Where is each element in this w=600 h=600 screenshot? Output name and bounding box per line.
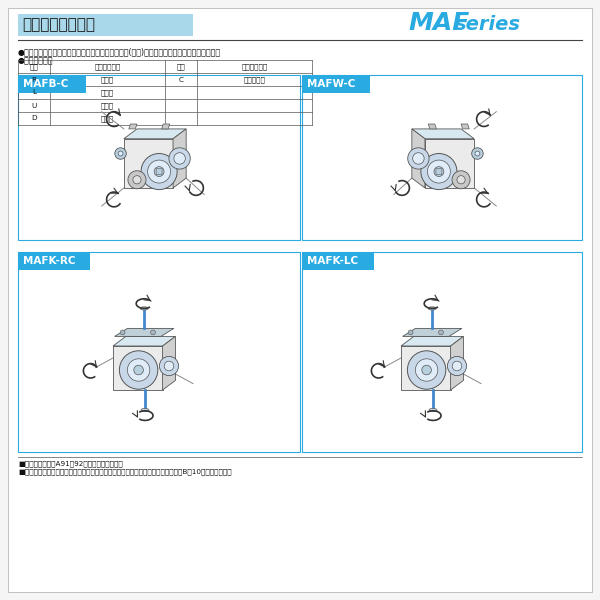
- Text: 出力軸の方向: 出力軸の方向: [241, 63, 268, 70]
- Bar: [18, 252, 90, 270]
- Bar: [302, 75, 370, 93]
- Circle shape: [169, 148, 190, 169]
- Circle shape: [115, 148, 127, 159]
- Circle shape: [408, 330, 413, 335]
- Circle shape: [413, 152, 424, 164]
- Circle shape: [141, 154, 177, 190]
- Polygon shape: [412, 129, 425, 188]
- Text: 出力軸固定: 出力軸固定: [244, 76, 265, 83]
- Polygon shape: [401, 337, 463, 346]
- Polygon shape: [451, 337, 463, 390]
- Bar: [18, 75, 86, 93]
- Circle shape: [128, 171, 146, 189]
- Text: MAFK-RC: MAFK-RC: [23, 256, 76, 266]
- Polygon shape: [161, 124, 170, 129]
- Text: 左　側: 左 側: [101, 89, 114, 96]
- Circle shape: [134, 365, 143, 375]
- Text: ●軸配置の記号: ●軸配置の記号: [18, 56, 53, 65]
- Text: 出力軸の方向: 出力軸の方向: [94, 63, 121, 70]
- Polygon shape: [163, 337, 175, 390]
- Circle shape: [427, 160, 451, 183]
- Circle shape: [448, 356, 467, 376]
- Circle shape: [174, 152, 185, 164]
- Text: 軸配置と回転方向: 軸配置と回転方向: [22, 17, 95, 32]
- Polygon shape: [124, 139, 173, 188]
- Text: MAF: MAF: [408, 11, 469, 35]
- Polygon shape: [124, 129, 186, 139]
- Text: U: U: [31, 103, 37, 109]
- Bar: [302, 252, 374, 270]
- Text: 記号: 記号: [176, 63, 185, 70]
- Circle shape: [154, 167, 164, 176]
- Polygon shape: [113, 346, 163, 390]
- Text: MAFB-C: MAFB-C: [23, 79, 68, 89]
- Circle shape: [434, 167, 444, 176]
- Text: 上　側: 上 側: [101, 102, 114, 109]
- Polygon shape: [401, 346, 451, 390]
- Text: MAFW-C: MAFW-C: [307, 79, 355, 89]
- Ellipse shape: [428, 307, 436, 310]
- Text: D: D: [31, 115, 37, 121]
- Circle shape: [164, 361, 174, 371]
- Text: L: L: [32, 89, 36, 95]
- Bar: [18, 75, 300, 240]
- FancyBboxPatch shape: [156, 169, 162, 175]
- Circle shape: [452, 171, 470, 189]
- Circle shape: [452, 361, 462, 371]
- Circle shape: [119, 351, 158, 389]
- Bar: [302, 75, 582, 240]
- Text: 記号: 記号: [29, 63, 38, 70]
- Polygon shape: [113, 337, 175, 346]
- Polygon shape: [425, 139, 474, 188]
- Circle shape: [127, 359, 150, 381]
- Polygon shape: [461, 124, 469, 129]
- Polygon shape: [173, 129, 186, 188]
- Circle shape: [407, 351, 446, 389]
- Text: ■特殊な取り付け位置については、当社へお問い合わせ下さい。なお、参考としてB－10をご覧下さい。: ■特殊な取り付け位置については、当社へお問い合わせ下さい。なお、参考としてB－1…: [18, 468, 232, 475]
- Polygon shape: [129, 124, 137, 129]
- Ellipse shape: [429, 409, 437, 412]
- Text: series: series: [455, 16, 521, 34]
- Circle shape: [160, 356, 179, 376]
- Polygon shape: [412, 129, 474, 139]
- Polygon shape: [403, 328, 462, 337]
- Bar: [18, 252, 300, 452]
- Text: 下　側: 下 側: [101, 115, 114, 122]
- Circle shape: [475, 151, 480, 156]
- Bar: [302, 252, 582, 452]
- Circle shape: [133, 176, 141, 184]
- Text: ●軸配置は入力軸またはモータを手前にして出力軸(青色)の出ている方向で決定して下さい。: ●軸配置は入力軸またはモータを手前にして出力軸(青色)の出ている方向で決定して下…: [18, 47, 221, 56]
- Ellipse shape: [140, 307, 148, 310]
- Text: ■軸配置の詳細はA91・92を参照して下さい。: ■軸配置の詳細はA91・92を参照して下さい。: [18, 460, 123, 467]
- Circle shape: [457, 176, 465, 184]
- Circle shape: [151, 330, 155, 335]
- Polygon shape: [428, 124, 436, 129]
- Circle shape: [472, 148, 483, 159]
- Text: MAFK-LC: MAFK-LC: [307, 256, 358, 266]
- Text: R: R: [32, 76, 37, 82]
- Circle shape: [408, 148, 429, 169]
- Polygon shape: [115, 328, 174, 337]
- FancyBboxPatch shape: [436, 169, 442, 175]
- Ellipse shape: [141, 409, 149, 412]
- Circle shape: [148, 160, 170, 183]
- Circle shape: [422, 365, 431, 375]
- Bar: [18, 14, 193, 36]
- Text: C: C: [179, 76, 184, 82]
- Text: 右　側: 右 側: [101, 76, 114, 83]
- Circle shape: [415, 359, 438, 381]
- Circle shape: [118, 151, 123, 156]
- Circle shape: [439, 330, 443, 335]
- Circle shape: [120, 330, 125, 335]
- Circle shape: [421, 154, 457, 190]
